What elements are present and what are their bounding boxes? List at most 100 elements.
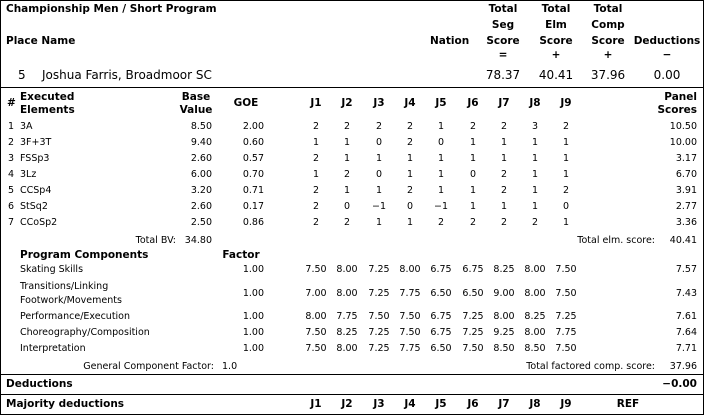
element-num: 3 [8, 153, 15, 164]
element-num: 1 [8, 121, 15, 132]
general-factor-label: General Component Factor: [83, 361, 214, 372]
total-elm-label: Total elm. score: [577, 235, 655, 246]
element-judge-score: 2 [312, 217, 320, 228]
component-judge-score: 7.25 [555, 311, 577, 322]
total-comp-value: 37.96 [669, 361, 697, 372]
element-num: 5 [8, 185, 15, 196]
component-judge-score: 6.75 [430, 311, 452, 322]
total-comp-header-2: Comp [591, 19, 625, 31]
executed-header-1: Executed [20, 91, 75, 103]
skater-name: Joshua Farris, Broadmoor SC [42, 68, 212, 82]
skater-seg-score: 78.37 [485, 68, 521, 82]
total-elm-header-1: Total [541, 3, 571, 15]
component-judge-score: 8.00 [305, 311, 327, 322]
component-judge-score: 8.00 [399, 264, 421, 275]
divider-majority [0, 394, 704, 395]
judge-header-3: J3 [373, 97, 385, 109]
component-judge-score: 7.50 [462, 343, 484, 354]
element-judge-score: 1 [343, 185, 351, 196]
total-bv-value: 34.80 [184, 235, 212, 246]
element-judge-score: 0 [343, 201, 351, 212]
component-panel-score: 7.43 [675, 288, 697, 299]
component-judge-score: 8.00 [524, 288, 546, 299]
total-elm-value: 40.41 [669, 235, 697, 246]
element-judge-score: 2 [343, 121, 351, 132]
element-panel-score: 10.00 [669, 137, 697, 148]
total-comp-header-1: Total [593, 3, 623, 15]
judge-header-4: J4 [404, 97, 416, 109]
component-factor: 1.00 [242, 327, 264, 338]
components-header: Program Components [20, 249, 149, 261]
element-judge-score: 0 [375, 137, 383, 148]
element-judge-score: 1 [437, 153, 445, 164]
element-num: 6 [8, 201, 15, 212]
element-judge-score: 2 [469, 217, 477, 228]
element-judge-score: 2 [406, 185, 414, 196]
element-judge-score: 1 [469, 153, 477, 164]
element-judge-score: 1 [562, 217, 570, 228]
element-judge-score: 1 [312, 137, 320, 148]
element-num: 7 [8, 217, 15, 228]
general-factor-value: 1.0 [222, 361, 238, 372]
element-judge-score: 1 [312, 169, 320, 180]
element-goe: 0.86 [242, 217, 264, 228]
total-seg-header-3: Score [486, 35, 520, 47]
component-judge-score: 7.25 [368, 288, 390, 299]
component-judge-score: 6.50 [430, 288, 452, 299]
total-comp-label: Total factored comp. score: [526, 361, 655, 372]
majority-judge-6: J6 [467, 398, 479, 410]
component-factor: 1.00 [242, 343, 264, 354]
element-panel-score: 3.17 [675, 153, 697, 164]
element-judge-score: 2 [312, 201, 320, 212]
event-title: Championship Men / Short Program [6, 3, 217, 15]
component-judge-score: 8.00 [336, 343, 358, 354]
total-seg-header-1: Total [488, 3, 518, 15]
element-base-value: 6.00 [190, 169, 212, 180]
total-comp-header-3: Score [591, 35, 625, 47]
component-judge-score: 6.75 [430, 327, 452, 338]
judge-header-6: J6 [467, 97, 479, 109]
component-judge-score: 7.25 [368, 264, 390, 275]
element-name: 3Lz [20, 169, 37, 180]
element-judge-score: 0 [562, 201, 570, 212]
element-goe: 0.71 [242, 185, 264, 196]
total-elm-header-4: + [551, 49, 561, 61]
element-judge-score: 2 [343, 217, 351, 228]
panel-header-2: Scores [657, 104, 697, 116]
element-judge-score: 1 [500, 201, 508, 212]
component-judge-score: 8.50 [493, 343, 515, 354]
divider-skater [0, 87, 704, 88]
element-judge-score: 2 [312, 153, 320, 164]
component-judge-score: 8.50 [524, 343, 546, 354]
element-name: 3A [20, 121, 33, 132]
component-judge-score: 8.00 [524, 327, 546, 338]
majority-judge-8: J8 [529, 398, 541, 410]
component-judge-score: 8.25 [524, 311, 546, 322]
element-judge-score: 1 [406, 217, 414, 228]
place-name-header: Place Name [6, 35, 76, 47]
component-name: Skating Skills [20, 264, 84, 275]
total-seg-header-4: = [498, 49, 508, 61]
element-name: CCoSp2 [20, 217, 58, 228]
element-judge-score: 2 [406, 121, 414, 132]
skater-comp-score: 37.96 [590, 68, 626, 82]
element-judge-score: 2 [343, 169, 351, 180]
element-base-value: 3.20 [190, 185, 212, 196]
element-judge-score: 1 [343, 153, 351, 164]
element-judge-score: 2 [469, 121, 477, 132]
component-name: Interpretation [20, 343, 86, 354]
element-judge-score: 0 [406, 201, 414, 212]
element-judge-score: 2 [312, 185, 320, 196]
component-judge-score: 7.75 [399, 288, 421, 299]
element-panel-score: 3.91 [675, 185, 697, 196]
element-judge-score: 2 [500, 121, 508, 132]
component-judge-score: 8.25 [336, 327, 358, 338]
element-judge-score: 1 [531, 185, 539, 196]
nation-header: Nation [430, 35, 470, 47]
component-name: Transitions/Linking [20, 281, 109, 292]
component-judge-score: 7.25 [368, 327, 390, 338]
majority-judge-3: J3 [373, 398, 385, 410]
majority-judge-1: J1 [310, 398, 322, 410]
component-judge-score: 7.50 [399, 327, 421, 338]
executed-header-2: Elements [20, 104, 75, 116]
